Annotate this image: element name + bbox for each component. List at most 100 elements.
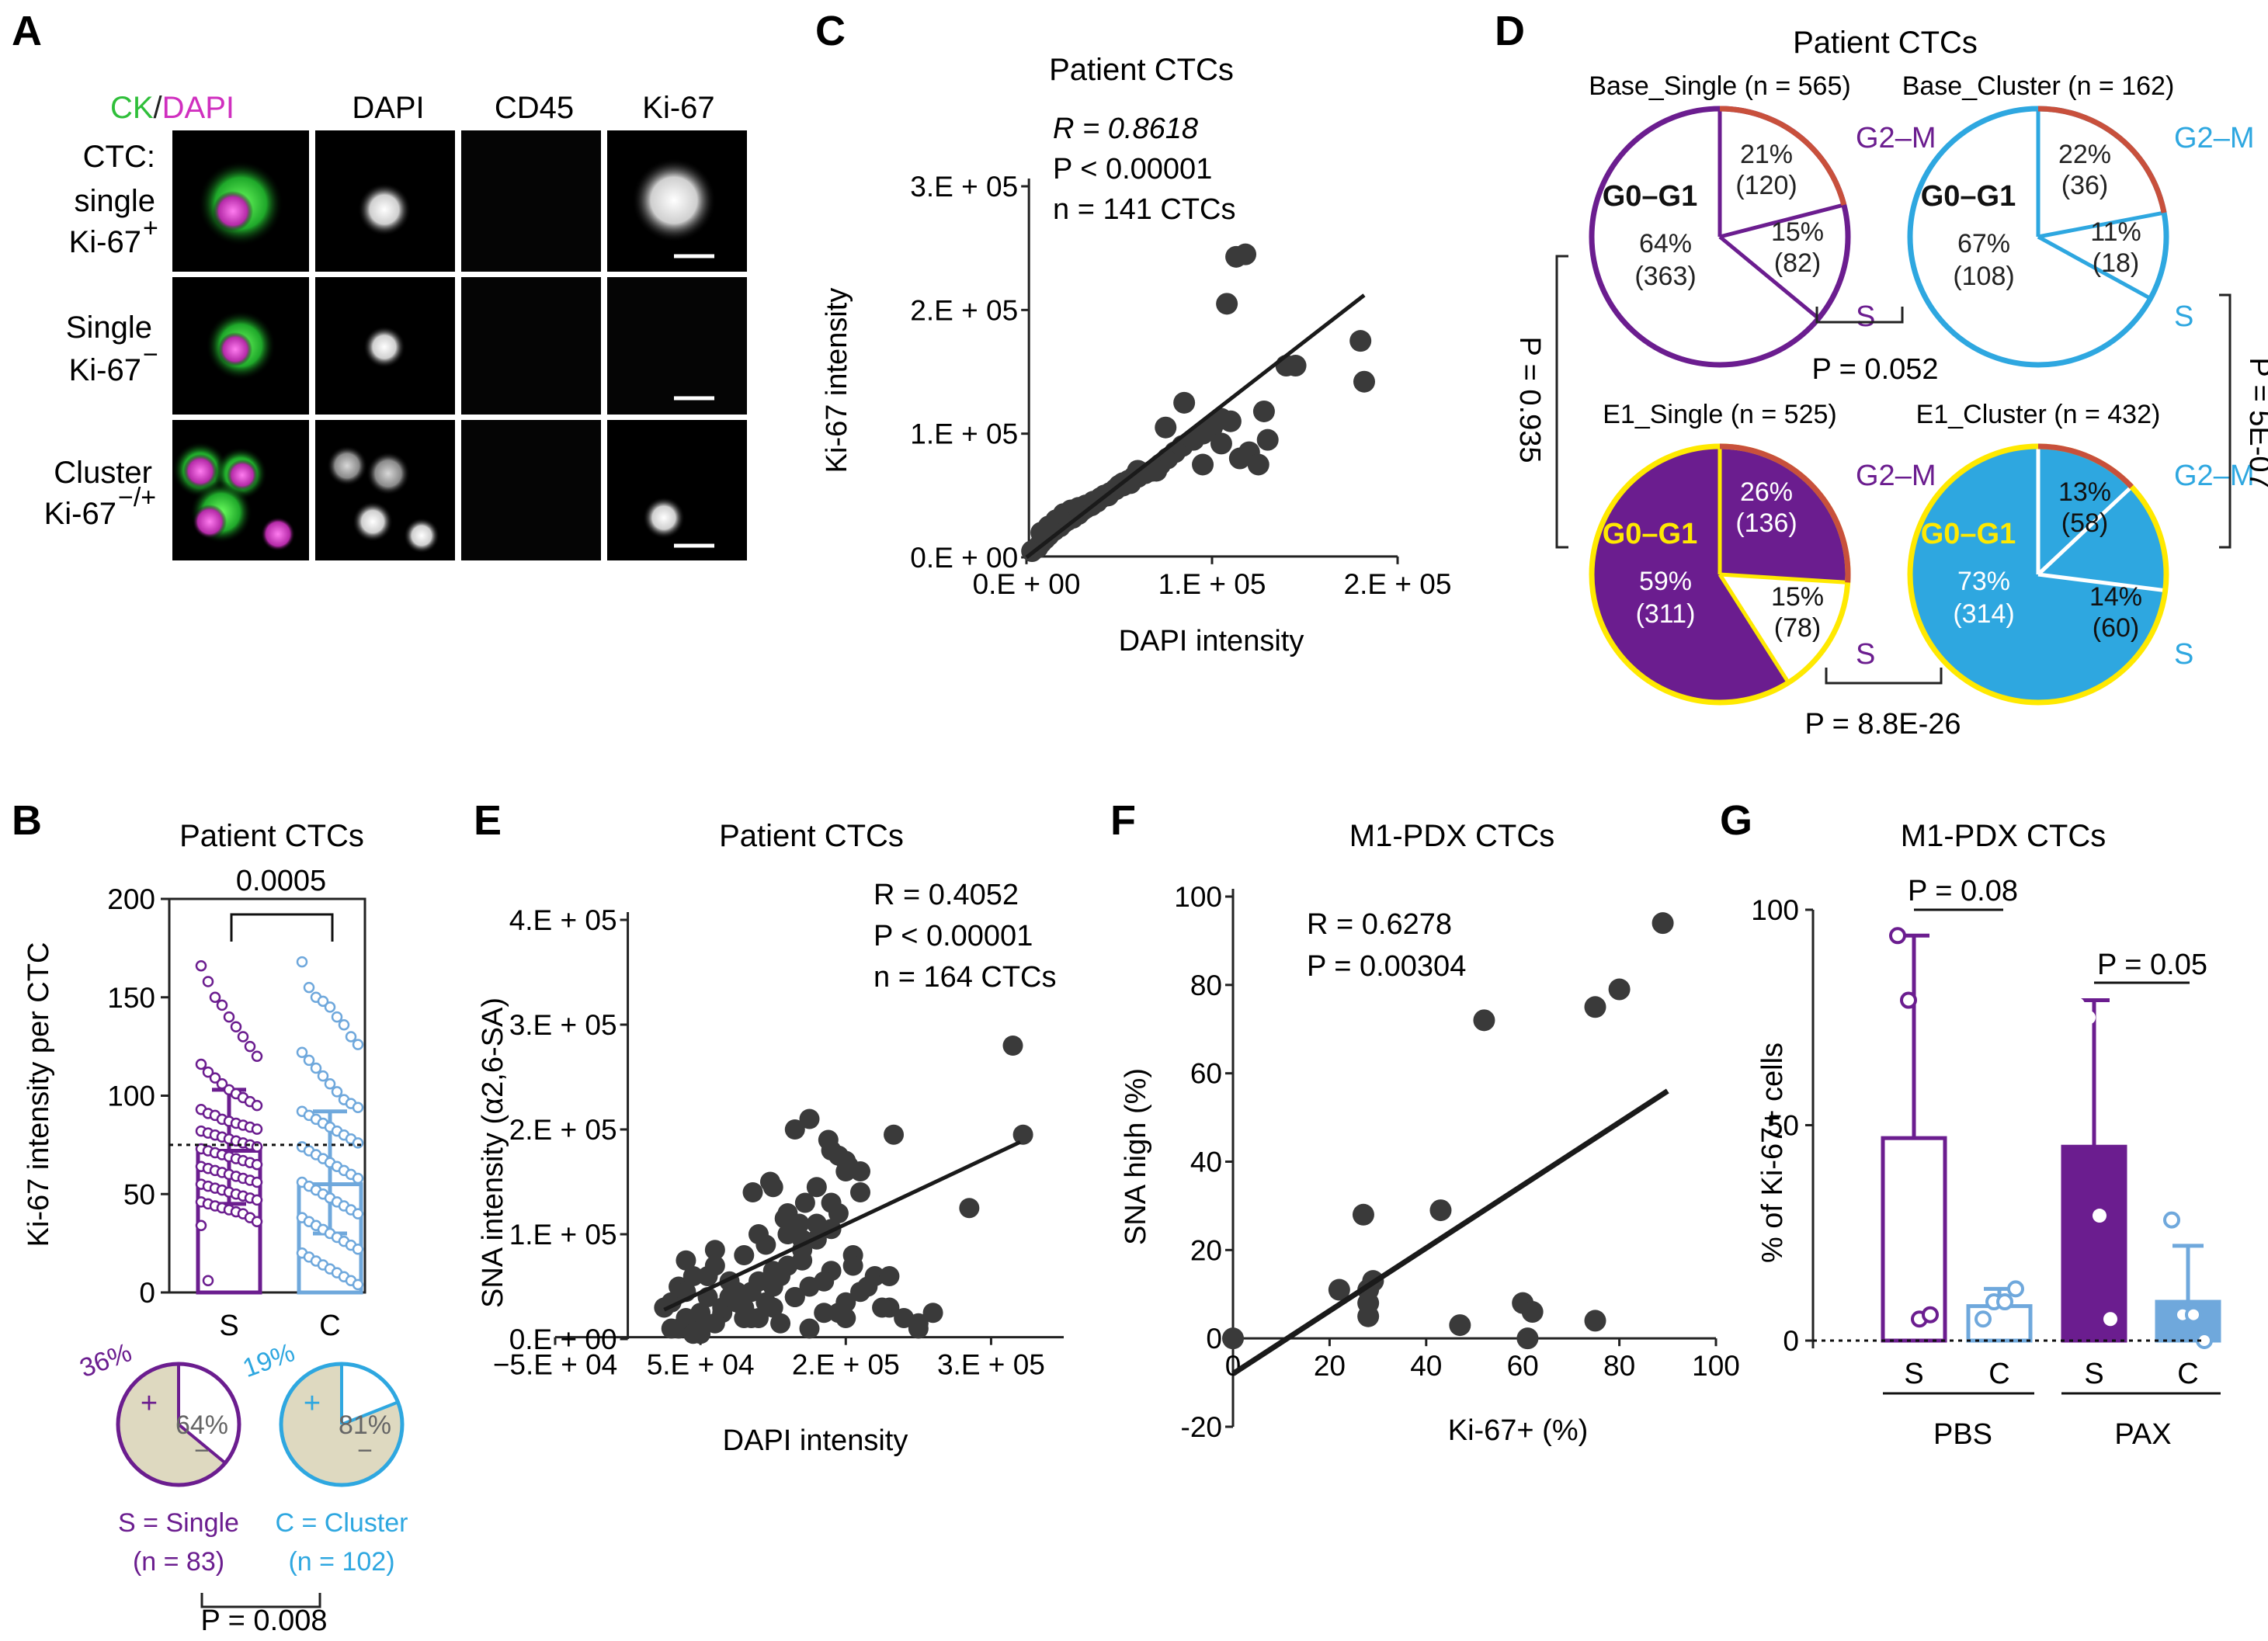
g2m-label: G2–M: [1856, 122, 1936, 154]
data-point: [244, 1040, 256, 1053]
data-point: [345, 1031, 357, 1043]
data-point: [734, 1308, 755, 1328]
pie-negative-pct: 81%: [339, 1410, 391, 1440]
data-point: [202, 1275, 214, 1287]
g2m-arc: [2037, 443, 2134, 489]
chart-g-p2: P = 0.05: [2097, 949, 2207, 981]
x-tick-label: C: [2177, 1358, 2198, 1390]
data-point: [352, 1102, 364, 1113]
data-point: [352, 1278, 364, 1291]
data-point: [959, 1198, 980, 1219]
chart-b-pvalue: 0.0005: [236, 865, 326, 897]
chart-g-title: M1-PDX CTCs: [1901, 819, 2106, 853]
g2m-count: (58): [2061, 508, 2108, 538]
bracket-bottom: [1825, 668, 1943, 685]
x-tick-label: S: [219, 1310, 238, 1342]
pie-bracket: [200, 1593, 321, 1608]
slice-divider: [1717, 573, 1790, 684]
data-point: [821, 1192, 842, 1213]
row3-label-line1: Cluster: [54, 456, 152, 490]
data-point: [352, 1208, 364, 1219]
data-point: [1357, 1305, 1380, 1327]
p-right: P = 5E-07: [2243, 357, 2268, 488]
bar: [2061, 1144, 2127, 1343]
data-point: [1012, 1124, 1033, 1145]
y-tick-label: 0: [1783, 1325, 1799, 1357]
data-point: [331, 1086, 343, 1098]
panel-letter-a: A: [12, 8, 42, 54]
row1-label-line1: CTC:: [83, 140, 155, 174]
s-label: S: [2174, 638, 2193, 671]
panel-b-bars: Patient CTCs 0.0005 Ki-67 intensity per …: [23, 819, 408, 1637]
row3-sup: −/+: [118, 483, 156, 512]
y-tick-label: 0: [1206, 1323, 1222, 1355]
fit-line: [1025, 293, 1366, 559]
data-point: [251, 1099, 263, 1112]
chart-c-title: Patient CTCs: [1049, 53, 1234, 87]
cell-dapi: [353, 501, 393, 542]
g2m-label: G2–M: [2174, 122, 2254, 154]
data-point: [2103, 1312, 2117, 1327]
data-point: [1210, 408, 1232, 430]
y-tick-label: 2.E + 05: [910, 294, 1018, 326]
data-point: [1328, 1278, 1350, 1301]
y-tick-label: 0.E + 00: [509, 1324, 617, 1355]
data-point: [1429, 1199, 1452, 1222]
data-point: [2071, 997, 2085, 1012]
data-point: [352, 1137, 364, 1149]
cell-dapi: [366, 452, 410, 495]
g2m-count: (136): [1735, 508, 1797, 538]
pie-name: C = Cluster: [276, 1508, 408, 1538]
chart-c-ylabel: Ki-67 intensity: [821, 288, 853, 474]
row1-sup: +: [143, 213, 158, 243]
header-cd45: CD45: [495, 91, 574, 125]
cell-dapi: [404, 518, 439, 553]
data-point: [1889, 927, 1906, 945]
data-point: [338, 1018, 350, 1031]
s-count: (60): [2093, 613, 2139, 643]
x-tick-label: 20: [1314, 1350, 1346, 1382]
data-point: [296, 1046, 308, 1058]
x-tick-label: 40: [1410, 1350, 1442, 1382]
header-dapi-colored: DAPI: [162, 91, 234, 125]
slice-divider: [2037, 572, 2166, 593]
data-point: [1173, 391, 1196, 414]
data-point: [1256, 428, 1279, 451]
g0g1-label: G0–G1: [1603, 180, 1698, 213]
data-point: [251, 1194, 263, 1206]
chart-g-p1: P = 0.08: [1908, 875, 2018, 907]
chart-f-ylabel: SNA high (%): [1120, 1068, 1152, 1245]
x-tick-label: 2.E + 05: [792, 1349, 900, 1381]
y-tick-label: 20: [1190, 1234, 1222, 1266]
s-pct: 15%: [1771, 217, 1824, 247]
g2m-count: (120): [1735, 171, 1797, 200]
slice-divider: [2037, 234, 2152, 300]
data-point: [1284, 355, 1307, 377]
pie-name: S = Single: [118, 1508, 239, 1538]
chart-c-xlabel: DAPI intensity: [1119, 625, 1304, 657]
g2m-pct: 13%: [2058, 477, 2111, 507]
chart-e-stat-p: P < 0.00001: [874, 920, 1033, 952]
bracket-left: [1555, 255, 1568, 549]
y-tick-label: 100: [1174, 881, 1222, 913]
data-point: [762, 1276, 783, 1297]
data-point: [216, 999, 228, 1011]
data-point: [759, 1171, 780, 1192]
img-r3-ki67: [607, 420, 747, 560]
fit-line: [1231, 1088, 1669, 1376]
data-point: [1252, 400, 1275, 422]
p-top: P = 0.052: [1811, 353, 1938, 386]
chart-g-ylabel: % of Ki-67+ cells: [1756, 1043, 1789, 1263]
data-point: [719, 1287, 740, 1307]
y-tick-label: 80: [1190, 970, 1222, 1001]
g0g1-count: (363): [1634, 262, 1696, 291]
data-point: [303, 1054, 315, 1067]
data-point: [251, 1176, 263, 1188]
y-tick-label: 2.E + 05: [509, 1114, 617, 1146]
row1-label-line2: single: [74, 184, 155, 218]
panel-letter-e: E: [474, 797, 502, 844]
header-slash: /: [154, 91, 163, 125]
g0g1-count: (314): [1953, 599, 2014, 629]
data-point: [1449, 1314, 1471, 1337]
s-count: (18): [2093, 248, 2139, 278]
